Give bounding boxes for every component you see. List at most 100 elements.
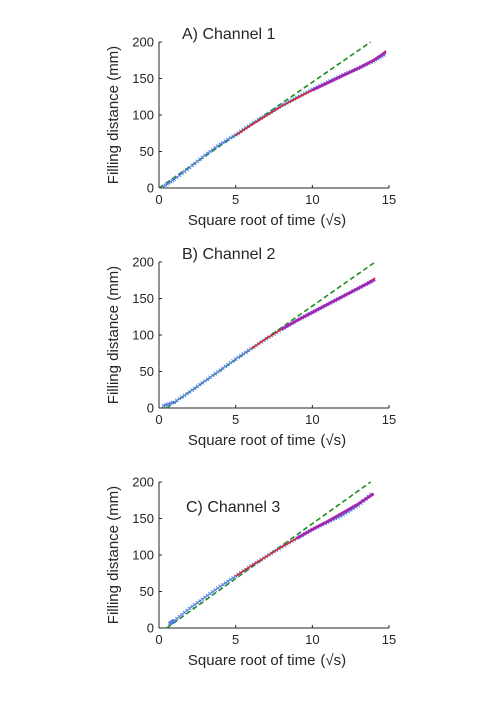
data-point — [187, 390, 192, 394]
data-point — [174, 398, 179, 403]
x-axis-label: Square root of time (√s) — [188, 652, 346, 669]
data-point — [203, 153, 207, 158]
data-point — [192, 386, 197, 391]
data-point — [210, 589, 215, 594]
y-tick-label: 0 — [147, 621, 154, 636]
y-tick-label: 150 — [132, 71, 154, 86]
data-point — [210, 147, 215, 152]
x-axis-label-text: Square root of time — [188, 432, 316, 449]
data-point — [228, 360, 233, 365]
data-point — [231, 575, 236, 580]
x-tick-label: 15 — [382, 412, 396, 427]
x-tick-label: 0 — [155, 632, 162, 647]
data-point — [213, 371, 218, 376]
panel-title: B) Channel 2 — [182, 246, 275, 263]
data-point — [228, 135, 233, 140]
data-point — [231, 134, 236, 139]
data-point — [195, 600, 200, 605]
data-point — [180, 395, 184, 399]
y-tick-label: 100 — [132, 328, 154, 343]
data-point — [205, 593, 210, 598]
data-point — [213, 145, 218, 150]
data-point — [192, 602, 197, 607]
data-point — [220, 140, 225, 145]
data-point — [223, 581, 228, 585]
y-axis-label: Filling distance (mm) — [105, 266, 122, 404]
panel-title: C) Channel 3 — [186, 499, 280, 516]
y-axis-label: Filling distance (mm) — [105, 486, 122, 624]
y-tick-label: 0 — [147, 181, 154, 196]
y-tick-label: 100 — [132, 108, 154, 123]
fit-line-magenta — [311, 50, 387, 92]
panel-title: A) Channel 1 — [182, 26, 275, 43]
data-point — [177, 396, 182, 401]
data-point — [220, 582, 225, 587]
data-point — [238, 353, 243, 358]
fit-line-magenta — [280, 278, 376, 331]
data-point — [197, 599, 202, 603]
x-axis-label-text: Square root of time — [188, 652, 316, 669]
data-point — [190, 388, 195, 393]
data-point — [172, 400, 177, 405]
x-tick-label: 15 — [382, 192, 396, 207]
data-point — [226, 579, 230, 584]
y-tick-label: 50 — [140, 144, 154, 159]
data-point — [203, 379, 207, 383]
x-tick-label: 0 — [155, 412, 162, 427]
x-tick-label: 0 — [155, 192, 162, 207]
data-point — [226, 137, 230, 142]
x-tick-label: 15 — [382, 632, 396, 647]
data-point — [215, 586, 220, 591]
x-axis-label: Square root of time (√s) — [188, 432, 346, 449]
y-axis-label: Filling distance (mm) — [105, 46, 122, 184]
data-point — [210, 373, 215, 378]
data-point — [218, 584, 223, 589]
y-tick-label: 150 — [132, 291, 154, 306]
data-point — [228, 577, 233, 582]
data-point — [200, 597, 205, 602]
x-axis-label-unit: (√s) — [320, 432, 346, 449]
data-point — [213, 588, 218, 592]
x-tick-label: 10 — [305, 412, 319, 427]
y-tick-label: 200 — [132, 255, 154, 270]
data-point — [215, 144, 220, 148]
y-tick-label: 200 — [132, 475, 154, 490]
data-point — [182, 393, 187, 398]
y-tick-label: 150 — [132, 511, 154, 526]
y-tick-label: 100 — [132, 548, 154, 563]
data-point — [187, 606, 192, 611]
y-tick-label: 50 — [140, 364, 154, 379]
data-point — [233, 357, 238, 362]
data-point — [218, 142, 223, 147]
fit-line-red — [235, 50, 387, 137]
y-tick-label: 50 — [140, 584, 154, 599]
data-point — [208, 149, 213, 154]
data-point — [185, 391, 190, 396]
data-point — [236, 355, 241, 360]
data-point — [205, 151, 210, 156]
data-point — [226, 362, 230, 367]
data-point — [190, 604, 195, 609]
x-tick-label: 10 — [305, 632, 319, 647]
data-point — [218, 368, 223, 372]
y-tick-label: 0 — [147, 401, 154, 416]
data-point — [203, 595, 207, 600]
data-point — [241, 352, 246, 356]
x-tick-label: 10 — [305, 192, 319, 207]
dashed-trend-line — [166, 481, 372, 629]
data-point — [197, 382, 202, 387]
data-point — [205, 377, 210, 382]
y-tick-label: 200 — [132, 35, 154, 50]
data-point — [231, 358, 236, 363]
data-point — [220, 366, 225, 371]
x-tick-label: 5 — [232, 192, 239, 207]
data-point — [223, 364, 228, 369]
data-point — [215, 369, 220, 374]
x-tick-label: 5 — [232, 632, 239, 647]
data-point — [223, 139, 228, 143]
x-axis-label-unit: (√s) — [320, 212, 346, 229]
